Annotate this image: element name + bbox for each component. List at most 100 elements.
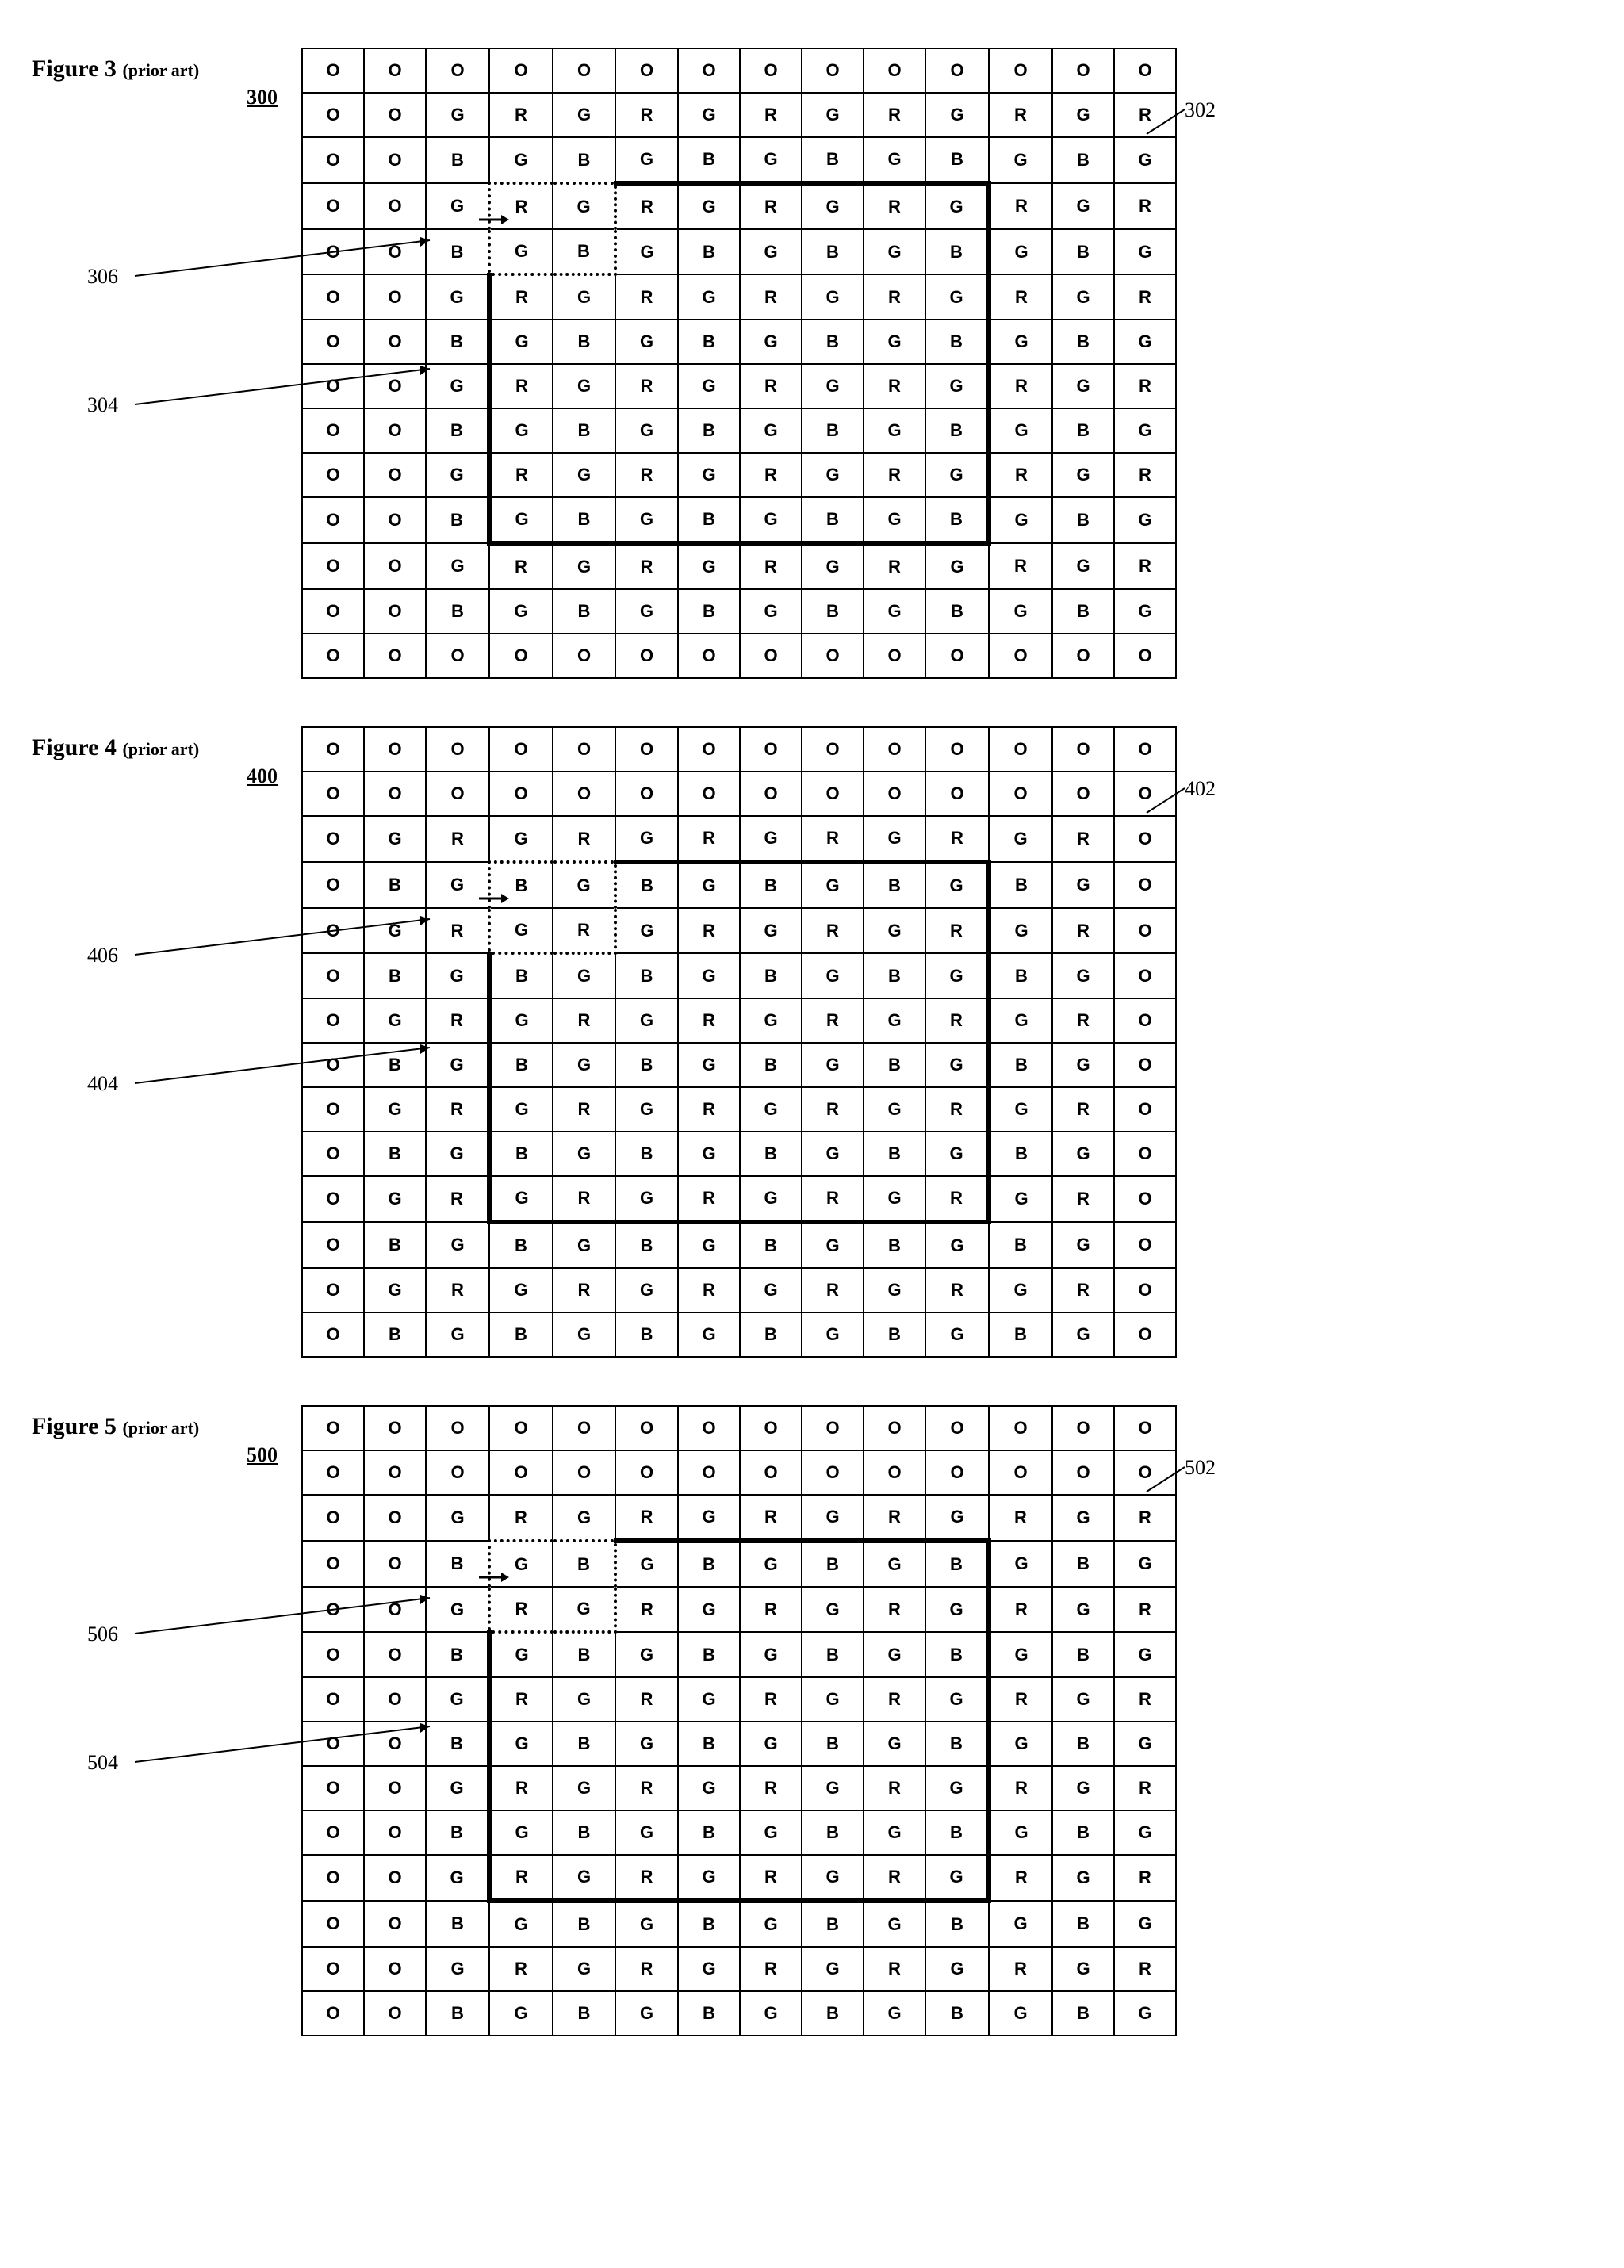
grid-cell: B: [802, 1722, 864, 1766]
grid-cell: O: [489, 1406, 553, 1450]
grid-cell: R: [802, 1268, 864, 1312]
grid-wrapper: OOOOOOOOOOOOOOOOGRGRGRGRGRGROOBGBGBGBGBG…: [301, 48, 1177, 679]
grid-cell: O: [302, 1541, 364, 1587]
grid-cell: G: [925, 1766, 989, 1810]
grid-cell: G: [678, 453, 740, 497]
grid-cell: B: [1052, 1901, 1114, 1947]
grid-cell: G: [740, 497, 802, 543]
grid-cell: B: [553, 408, 615, 453]
grid-cell: R: [740, 274, 802, 320]
grid-cell: B: [426, 1991, 489, 2036]
grid-cell: G: [678, 364, 740, 408]
grid-cell: G: [615, 320, 678, 364]
grid-cell: G: [553, 1855, 615, 1901]
grid-cell: G: [1052, 1766, 1114, 1810]
grid-cell: B: [925, 408, 989, 453]
grid-cell: G: [802, 543, 864, 589]
grid-cell: G: [678, 183, 740, 229]
grid-cell: G: [553, 1222, 615, 1268]
grid-cell: G: [1114, 1632, 1176, 1677]
grid-cell: B: [925, 497, 989, 543]
grid-cell: B: [802, 1632, 864, 1677]
grid-cell: G: [802, 364, 864, 408]
grid-cell: B: [925, 229, 989, 274]
grid-cell: O: [364, 634, 426, 678]
grid-cell: R: [989, 1947, 1052, 1991]
grid-cell: G: [989, 816, 1052, 862]
grid-cell: B: [364, 1132, 426, 1176]
grid-cell: G: [678, 93, 740, 137]
grid-cell: G: [864, 1176, 925, 1222]
grid-cell: G: [925, 1947, 989, 1991]
grid-cell: O: [302, 497, 364, 543]
grid-cell: B: [489, 953, 553, 998]
grid-cell: G: [553, 1947, 615, 1991]
left-leader-lower: [135, 366, 430, 413]
grid-cell: G: [615, 1810, 678, 1855]
grid-cell: B: [802, 1810, 864, 1855]
grid-cell: G: [1114, 1991, 1176, 2036]
grid-cell: B: [489, 1312, 553, 1357]
grid-cell: B: [864, 953, 925, 998]
grid-cell: B: [426, 1632, 489, 1677]
grid-cell: G: [989, 1087, 1052, 1132]
grid-cell: O: [989, 48, 1052, 93]
grid-cell: B: [989, 1043, 1052, 1087]
grid-cell: B: [802, 1541, 864, 1587]
left-callout-upper: 406: [87, 944, 118, 967]
grid-cell: R: [615, 543, 678, 589]
grid-cell: O: [364, 48, 426, 93]
grid-cell: O: [989, 1450, 1052, 1495]
grid-cell: G: [925, 1222, 989, 1268]
grid-cell: R: [615, 183, 678, 229]
grid-cell: O: [364, 543, 426, 589]
grid-cell: B: [925, 1632, 989, 1677]
grid-cell: O: [1052, 727, 1114, 772]
grid-cell: R: [802, 908, 864, 953]
grid-cell: R: [740, 1947, 802, 1991]
grid-cell: B: [426, 497, 489, 543]
right-leader-line: [1145, 777, 1193, 825]
grid-cell: B: [364, 1312, 426, 1357]
grid-cell: B: [678, 229, 740, 274]
grid-cell: G: [864, 1087, 925, 1132]
grid-cell: R: [678, 1087, 740, 1132]
grid-cell: O: [426, 727, 489, 772]
grid-cell: G: [864, 816, 925, 862]
grid-cell: G: [740, 1268, 802, 1312]
grid-cell: O: [489, 634, 553, 678]
grid-cell: G: [489, 137, 553, 183]
grid-cell: O: [802, 772, 864, 816]
grid-cell: G: [1052, 93, 1114, 137]
grid-cell: R: [864, 93, 925, 137]
grid-cell: B: [740, 862, 802, 908]
grid-cell: B: [678, 589, 740, 634]
right-leader-line: [1145, 98, 1193, 146]
grid-cell: O: [925, 1406, 989, 1450]
grid-cell: G: [678, 862, 740, 908]
grid-cell: R: [802, 1087, 864, 1132]
grid-cell: G: [1052, 1043, 1114, 1087]
grid-cell: B: [925, 1810, 989, 1855]
grid-cell: O: [740, 727, 802, 772]
grid-cell: B: [1052, 1991, 1114, 2036]
grid-cell: G: [1114, 320, 1176, 364]
grid-cell: O: [364, 1766, 426, 1810]
grid-cell: G: [1114, 1722, 1176, 1766]
grid-cell: O: [302, 453, 364, 497]
grid-cell: G: [925, 1043, 989, 1087]
grid-cell: R: [864, 543, 925, 589]
grid-cell: R: [1052, 1176, 1114, 1222]
grid-cell: B: [426, 408, 489, 453]
grid-cell: G: [989, 229, 1052, 274]
grid-cell: G: [426, 953, 489, 998]
grid-cell: G: [740, 1722, 802, 1766]
grid-cell: G: [864, 908, 925, 953]
grid-cell: G: [553, 1766, 615, 1810]
grid-cell: G: [553, 1587, 615, 1632]
grid-cell: G: [553, 364, 615, 408]
grid-cell: O: [1114, 1176, 1176, 1222]
grid-cell: R: [615, 1855, 678, 1901]
grid-cell: O: [1114, 1312, 1176, 1357]
grid-cell: O: [553, 48, 615, 93]
